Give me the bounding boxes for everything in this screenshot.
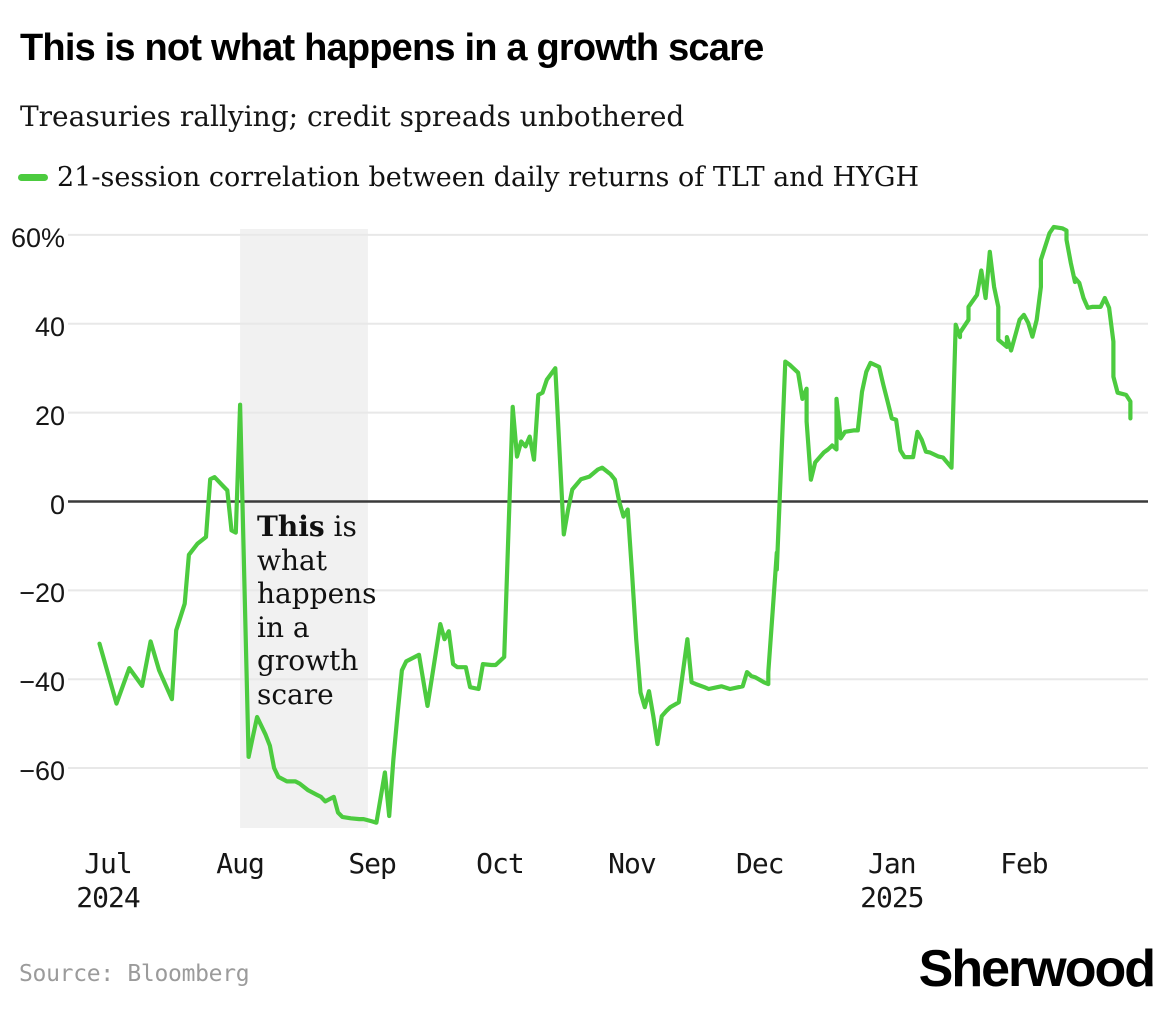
x-tick-label: Feb	[1000, 847, 1049, 880]
chart-subtitle: Treasuries rallying; credit spreads unbo…	[20, 100, 685, 133]
legend: 21-session correlation between daily ret…	[18, 162, 919, 193]
chart-title: This is not what happens in a growth sca…	[20, 27, 764, 69]
annotation-bold-text: This	[257, 510, 325, 543]
legend-label: 21-session correlation between daily ret…	[57, 162, 919, 193]
y-tick-label: 0	[49, 489, 65, 520]
y-tick-label: −20	[19, 578, 65, 609]
x-tick-label: Jul	[84, 847, 133, 880]
x-tick-label: Aug	[216, 847, 265, 880]
x-tick-year-label: 2025	[860, 881, 924, 914]
y-tick-label: −40	[19, 667, 65, 698]
x-tick-label: Dec	[735, 847, 785, 880]
source-attribution: Source: Bloomberg	[19, 961, 250, 987]
x-tick-year-label: 2024	[76, 881, 140, 914]
legend-line-swatch-icon	[18, 174, 48, 181]
correlation-line	[97, 224, 1133, 825]
x-tick-label: Sep	[348, 847, 397, 880]
annotation-growth-scare: This is what happens in a growth scare	[257, 510, 377, 711]
x-tick-label: Nov	[608, 847, 657, 880]
y-tick-label: 40	[34, 311, 65, 342]
y-tick-label: 20	[34, 400, 65, 431]
annotation-rest-text: is what happens in a growth scare	[257, 510, 377, 711]
y-tick-label: −60	[19, 756, 65, 787]
x-tick-label: Jan	[868, 847, 917, 880]
sherwood-logo: Sherwood	[918, 940, 1156, 998]
y-tick-label: 60%	[10, 222, 65, 253]
x-tick-label: Oct	[476, 847, 525, 880]
